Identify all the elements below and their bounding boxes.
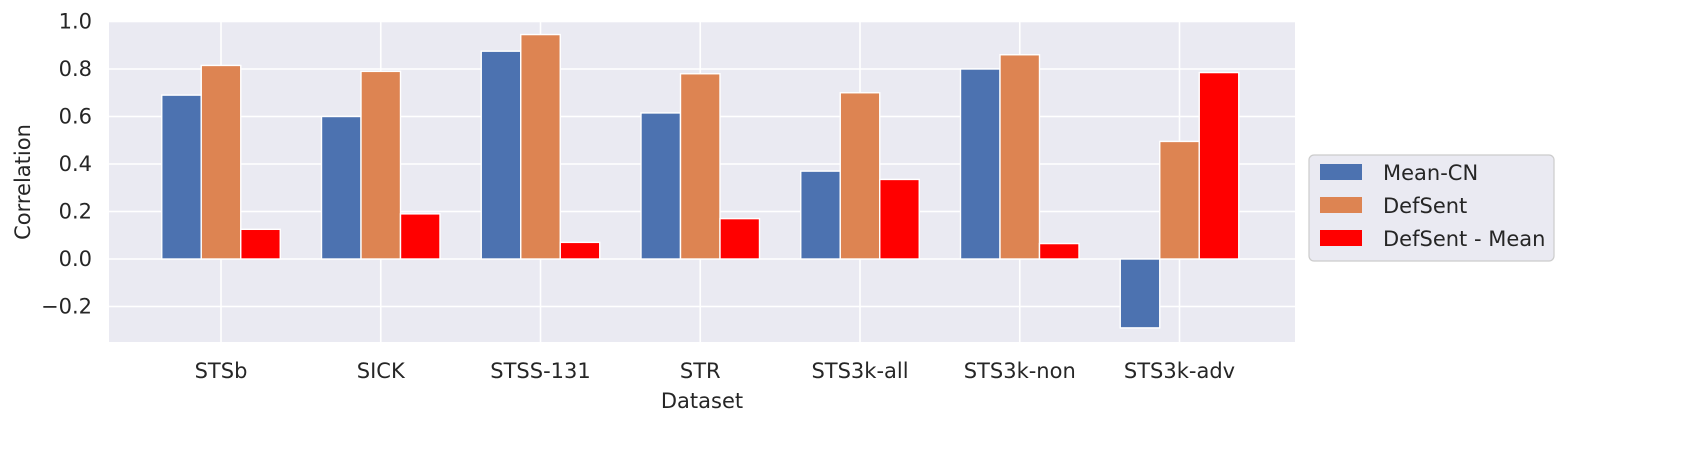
bar-mean-cn-sick: [320, 115, 362, 260]
bar-defsent-stss-131: [520, 33, 561, 260]
bar-defsent-mean-sts3k-all: [879, 178, 920, 260]
bar-defsent-mean-str: [719, 217, 761, 260]
legend-swatch: [1320, 197, 1362, 213]
x-tick-label: STSS-131: [490, 359, 590, 383]
x-tick-label: STS3k-adv: [1124, 359, 1235, 383]
y-tick-label: 0.2: [59, 200, 92, 224]
legend-swatch: [1320, 230, 1362, 246]
x-axis-title: Dataset: [661, 389, 743, 413]
y-tick-label: 0.0: [59, 247, 92, 271]
x-tick-label: STS3k-non: [964, 359, 1076, 383]
bar-defsent-sts3k-non: [999, 54, 1041, 260]
bar-defsent-mean-sts3k-non: [1038, 242, 1080, 260]
bars: [161, 33, 1240, 329]
bar-defsent-stsb: [200, 64, 242, 260]
bar-defsent-sts3k-all: [839, 92, 881, 260]
bar-defsent-str: [679, 73, 721, 260]
x-tick-label: STR: [680, 359, 721, 383]
x-tick-label: STS3k-all: [811, 359, 908, 383]
x-tick-label: STSb: [195, 359, 248, 383]
bar-defsent-sts3k-adv: [1159, 140, 1200, 260]
legend-label: DefSent: [1383, 194, 1467, 218]
legend-frame: [1308, 154, 1555, 262]
bar-mean-cn-stsb: [161, 94, 202, 260]
bar-mean-cn-str: [640, 112, 682, 260]
y-axis-title: Correlation: [11, 124, 35, 240]
bar-defsent-mean-stss-131: [559, 241, 601, 260]
y-tick-label: 0.6: [59, 105, 92, 129]
y-tick-label: −0.2: [41, 295, 92, 319]
legend-swatch: [1320, 164, 1362, 180]
legend-label: Mean-CN: [1383, 161, 1478, 185]
bar-mean-cn-sts3k-non: [959, 68, 1001, 260]
x-tick-label: SICK: [357, 359, 406, 383]
bar-defsent-sick: [360, 70, 402, 260]
legend-label: DefSent - Mean: [1383, 227, 1545, 251]
bar-defsent-mean-sick: [399, 213, 441, 260]
x-tick-labels: STSb SICK STSS-131 STR STS3k-all STS3k-non STS…: [195, 359, 1236, 383]
legend: Mean-CN DefSent DefSent - Mean: [1308, 154, 1555, 262]
bar-defsent-mean-stsb: [240, 228, 281, 260]
bar-defsent-mean-sts3k-adv: [1198, 71, 1240, 260]
bar-mean-cn-stss-131: [480, 50, 522, 260]
y-tick-label: 0.4: [59, 152, 92, 176]
bar-mean-cn-sts3k-adv: [1119, 258, 1161, 329]
y-tick-labels: −0.2 0.0 0.2 0.4 0.6 0.8 1.0: [41, 10, 92, 319]
y-tick-label: 1.0: [59, 10, 92, 34]
bar-mean-cn-sts3k-all: [800, 170, 841, 260]
y-tick-label: 0.8: [59, 57, 92, 81]
